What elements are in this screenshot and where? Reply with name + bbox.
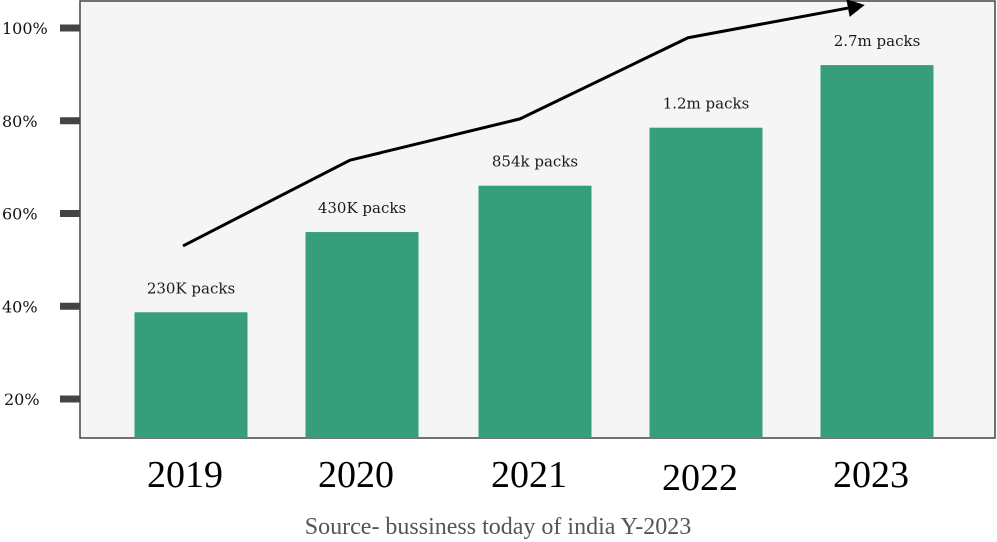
y-tick-label: 20% — [4, 390, 40, 409]
data-label-2019: 230K packs — [147, 279, 235, 297]
data-labels: 230K packs 430K packs 854k packs 1.2m packs… — [147, 32, 920, 297]
y-tick-mark — [60, 210, 80, 217]
x-tick-label: 2023 — [833, 454, 909, 496]
y-axis: 20% 40% 60% 80% 100% — [2, 19, 80, 409]
y-tick-mark — [60, 395, 80, 403]
x-tick-label: 2021 — [491, 454, 567, 496]
source-note: Source- bussiness today of india Y-2023 — [305, 514, 691, 540]
bar-2022 — [649, 127, 763, 439]
data-label-2023: 2.7m packs — [834, 32, 921, 50]
arrowhead-icon — [846, 0, 865, 17]
y-tick-mark — [60, 117, 80, 125]
y-tick-label: 80% — [2, 112, 38, 131]
y-tick-mark — [60, 302, 80, 310]
y-tick-label: 40% — [2, 297, 38, 316]
bar-2023 — [820, 65, 934, 438]
trend-arrow — [182, 0, 865, 248]
data-label-2020: 430K packs — [318, 199, 406, 217]
x-tick-label: 2022 — [662, 457, 738, 499]
y-tick-mark — [60, 24, 80, 32]
x-tick-label: 2020 — [318, 454, 394, 496]
bars — [134, 65, 934, 439]
x-tick-label: 2019 — [147, 454, 223, 496]
y-tick-label: 100% — [2, 19, 48, 38]
data-label-2021: 854k packs — [492, 153, 578, 171]
bar-2021 — [478, 185, 592, 438]
bar-2020 — [305, 232, 419, 438]
x-axis: 2019 2020 2021 2022 2023 — [147, 454, 909, 499]
trend-line — [182, 6, 849, 248]
y-tick-label: 60% — [2, 205, 38, 224]
data-label-2022: 1.2m packs — [663, 95, 750, 113]
bar-2019 — [134, 312, 248, 438]
